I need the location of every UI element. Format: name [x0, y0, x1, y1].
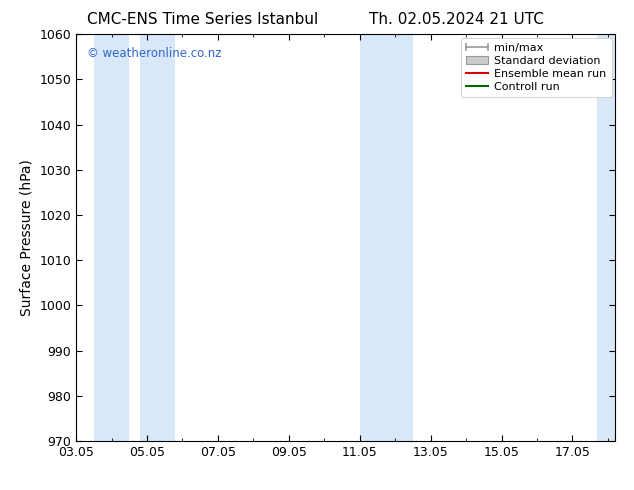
Bar — [597, 34, 615, 441]
Text: © weatheronline.co.nz: © weatheronline.co.nz — [87, 47, 221, 59]
Text: Th. 02.05.2024 21 UTC: Th. 02.05.2024 21 UTC — [369, 12, 544, 27]
Bar — [94, 34, 129, 441]
Y-axis label: Surface Pressure (hPa): Surface Pressure (hPa) — [20, 159, 34, 316]
Bar — [140, 34, 176, 441]
Bar — [359, 34, 413, 441]
Text: CMC-ENS Time Series Istanbul: CMC-ENS Time Series Istanbul — [87, 12, 318, 27]
Legend: min/max, Standard deviation, Ensemble mean run, Controll run: min/max, Standard deviation, Ensemble me… — [460, 38, 612, 97]
